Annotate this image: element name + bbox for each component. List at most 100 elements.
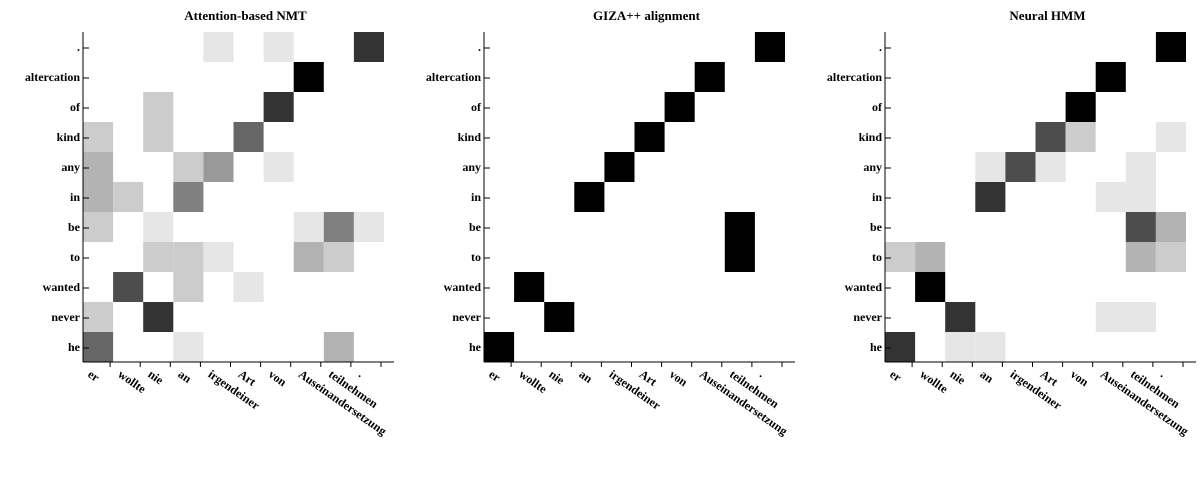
heatmap-cell	[514, 272, 545, 302]
heatmap-cell	[173, 182, 204, 212]
y-tick-label: any	[61, 160, 80, 174]
heatmap-cell	[233, 122, 264, 152]
y-tick-label: of	[471, 100, 482, 114]
heatmap-cell	[323, 242, 354, 272]
heatmap-cell	[83, 332, 114, 362]
x-tick-label: an	[978, 367, 997, 386]
y-tick-label: altercation	[426, 70, 481, 84]
heatmap-cell	[1035, 152, 1066, 182]
x-tick-label: nie	[947, 367, 968, 388]
y-tick-label: .	[478, 40, 481, 54]
heatmap-cell	[173, 242, 204, 272]
heatmap-cell	[173, 152, 204, 182]
y-tick-label: he	[68, 340, 81, 354]
panel-1: Attention-based NMT. altercation of kind any…	[25, 8, 394, 438]
heatmap-cell	[724, 212, 755, 242]
heatmap-cell	[143, 92, 174, 122]
heatmap-cell	[143, 122, 174, 152]
x-tick-label: .	[757, 367, 767, 380]
heatmap-cell	[323, 212, 354, 242]
x-tick-label: wollte	[917, 367, 951, 396]
heatmap-cell	[353, 32, 384, 62]
panel-title: Attention-based NMT	[184, 8, 307, 23]
heatmap-cell	[263, 152, 294, 182]
heatmap-cell	[915, 272, 946, 302]
heatmap-cell	[975, 332, 1006, 362]
heatmap-cell	[1155, 122, 1186, 152]
heatmap-cell	[1125, 302, 1156, 332]
heatmap-cell	[143, 302, 174, 332]
heatmap-cell	[754, 32, 785, 62]
x-tick-label: nie	[546, 367, 567, 388]
y-tick-label: any	[863, 160, 882, 174]
heatmap-cell	[83, 182, 114, 212]
y-tick-label: any	[462, 160, 481, 174]
y-tick-label: be	[870, 220, 883, 234]
heatmap-cell	[1125, 212, 1156, 242]
heatmap-cell	[83, 152, 114, 182]
heatmap-cell	[975, 182, 1006, 212]
heatmap-cell	[724, 242, 755, 272]
x-tick-label: an	[176, 367, 195, 386]
heatmap-cell	[83, 302, 114, 332]
heatmap-cell	[885, 242, 916, 272]
heatmap-cell	[203, 32, 234, 62]
heatmap-cell	[293, 62, 324, 92]
y-tick-label: to	[70, 250, 80, 264]
y-tick-label: wanted	[43, 280, 81, 294]
heatmap-cell	[544, 302, 575, 332]
heatmap-cell	[173, 332, 204, 362]
y-tick-label: be	[469, 220, 482, 234]
heatmap-cell	[1035, 122, 1066, 152]
y-tick-label: be	[68, 220, 81, 234]
x-tick-label: .	[1158, 367, 1168, 380]
heatmap-cell	[143, 212, 174, 242]
heatmap-cell	[233, 272, 264, 302]
x-tick-label: wollte	[115, 367, 149, 396]
heatmap-cell	[203, 152, 234, 182]
y-tick-label: kind	[57, 130, 81, 144]
heatmap-cell	[1065, 92, 1096, 122]
y-tick-label: never	[51, 310, 80, 324]
panel-3: Neural HMM. altercation of kind any in be to wan…	[827, 8, 1196, 438]
y-tick-label: wanted	[845, 280, 883, 294]
heatmap-cell	[945, 302, 976, 332]
heatmap-cell	[1155, 242, 1186, 272]
x-tick-label: .	[356, 367, 366, 380]
heatmap-cell	[293, 242, 324, 272]
heatmap-cell	[143, 242, 174, 272]
heatmap-cell	[263, 32, 294, 62]
heatmap-cell	[915, 242, 946, 272]
heatmap-cell	[1095, 182, 1126, 212]
y-tick-label: in	[471, 190, 481, 204]
y-tick-label: he	[469, 340, 482, 354]
panel-title: Neural HMM	[1009, 8, 1085, 23]
x-tick-label: er	[486, 367, 503, 385]
y-tick-label: he	[870, 340, 883, 354]
heatmap-cell	[1005, 152, 1036, 182]
y-tick-label: .	[77, 40, 80, 54]
x-tick-label: von	[667, 367, 691, 389]
heatmap-cell	[694, 62, 725, 92]
heatmap-cell	[1095, 302, 1126, 332]
x-tick-label: an	[577, 367, 596, 386]
heatmap-cell	[1065, 122, 1096, 152]
heatmap-cell	[1155, 212, 1186, 242]
heatmap-cell	[1125, 152, 1156, 182]
x-tick-label: von	[1068, 367, 1092, 389]
y-tick-label: of	[872, 100, 883, 114]
heatmap-cell	[1095, 62, 1126, 92]
y-tick-label: never	[452, 310, 481, 324]
heatmap-cell	[203, 242, 234, 272]
heatmap-cell	[293, 212, 324, 242]
heatmap-cell	[353, 212, 384, 242]
heatmap-cell	[1125, 242, 1156, 272]
heatmap-cell	[263, 92, 294, 122]
heatmap-cell	[975, 152, 1006, 182]
y-tick-label: kind	[458, 130, 482, 144]
y-tick-label: in	[872, 190, 882, 204]
x-tick-label: von	[266, 367, 290, 389]
heatmap-cell	[604, 152, 635, 182]
panel-title: GIZA++ alignment	[593, 8, 701, 23]
heatmap-cell	[83, 122, 114, 152]
